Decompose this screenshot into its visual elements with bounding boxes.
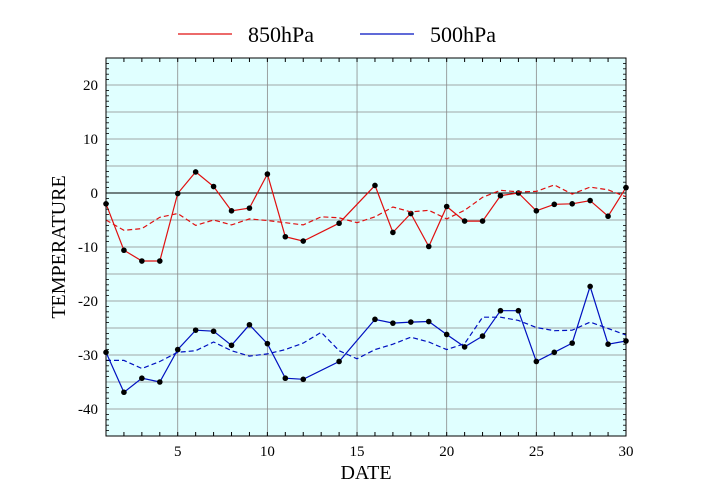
data-point: [605, 213, 611, 220]
x-tick-label: 10: [260, 444, 275, 460]
data-point: [282, 375, 289, 382]
data-point: [479, 333, 486, 339]
data-point: [390, 320, 396, 326]
data-point: [139, 258, 145, 264]
data-point: [174, 190, 181, 197]
data-point: [587, 197, 593, 204]
data-point: [551, 201, 558, 208]
data-point: [246, 205, 253, 211]
x-tick-label: 20: [439, 444, 454, 460]
series-line-2: [105, 284, 627, 394]
x-axis-label: DATE: [340, 462, 391, 484]
data-point: [587, 283, 593, 290]
data-point: [497, 307, 504, 314]
data-point: [461, 344, 468, 350]
data-point: [443, 203, 450, 210]
data-point: [372, 182, 378, 189]
data-point: [139, 375, 145, 382]
data-point: [210, 328, 217, 335]
data-point: [210, 183, 217, 190]
data-point: [533, 358, 540, 365]
x-tick-label: 5: [174, 444, 182, 460]
axis-ticks: 5 10 15 20 25 30 -40 -30 -20 -10 0 10 20: [78, 58, 634, 460]
data-point: [569, 201, 576, 207]
data-point: [246, 321, 253, 328]
data-point: [515, 307, 522, 314]
y-tick-label: -20: [78, 294, 98, 310]
series-line-0: [105, 171, 627, 262]
data-point: [264, 171, 271, 177]
data-point: [551, 349, 558, 356]
data-point: [408, 319, 414, 325]
legend-label-500hpa: 500hPa: [430, 22, 496, 47]
plot-area-border: [105, 57, 627, 437]
data-point: [533, 208, 540, 214]
data-point: [156, 379, 163, 385]
legend: 850hPa 500hPa: [178, 22, 496, 47]
x-tick-label: 30: [619, 444, 634, 460]
data-point: [192, 169, 199, 175]
data-point: [192, 327, 199, 333]
data-point: [228, 342, 235, 349]
series-line-3: [106, 316, 627, 370]
series-line-1: [105, 184, 627, 231]
data-point: [390, 229, 396, 236]
y-tick-label: 0: [91, 186, 99, 202]
y-tick-label: -30: [78, 348, 98, 364]
data-point: [174, 346, 181, 353]
data-point: [497, 192, 504, 199]
data-point: [515, 190, 522, 196]
data-point: [264, 340, 271, 347]
x-tick-label: 25: [529, 444, 544, 460]
data-point: [605, 341, 611, 348]
y-tick-label: -40: [78, 402, 98, 418]
data-point: [300, 376, 307, 383]
data-point: [300, 238, 307, 244]
y-tick-label: 10: [83, 132, 98, 148]
data-point: [479, 218, 486, 224]
x-tick-label: 15: [350, 444, 365, 460]
data-point: [336, 220, 342, 227]
legend-label-850hpa: 850hPa: [248, 22, 314, 47]
data-point: [282, 233, 289, 240]
data-point: [121, 247, 127, 254]
grid-lines: [106, 58, 626, 436]
data-point: [156, 258, 163, 264]
data-point: [461, 218, 468, 224]
data-point: [443, 331, 450, 338]
data-point: [425, 318, 432, 325]
data-point: [425, 243, 432, 250]
data-point: [372, 316, 378, 323]
y-tick-label: -10: [78, 240, 98, 256]
data-point: [569, 340, 576, 346]
y-tick-label: 20: [83, 78, 98, 94]
series-layer: [103, 169, 629, 396]
y-axis-label: TEMPERATURE: [48, 175, 70, 318]
data-point: [228, 208, 235, 214]
data-point: [336, 358, 342, 365]
data-point: [121, 389, 127, 396]
